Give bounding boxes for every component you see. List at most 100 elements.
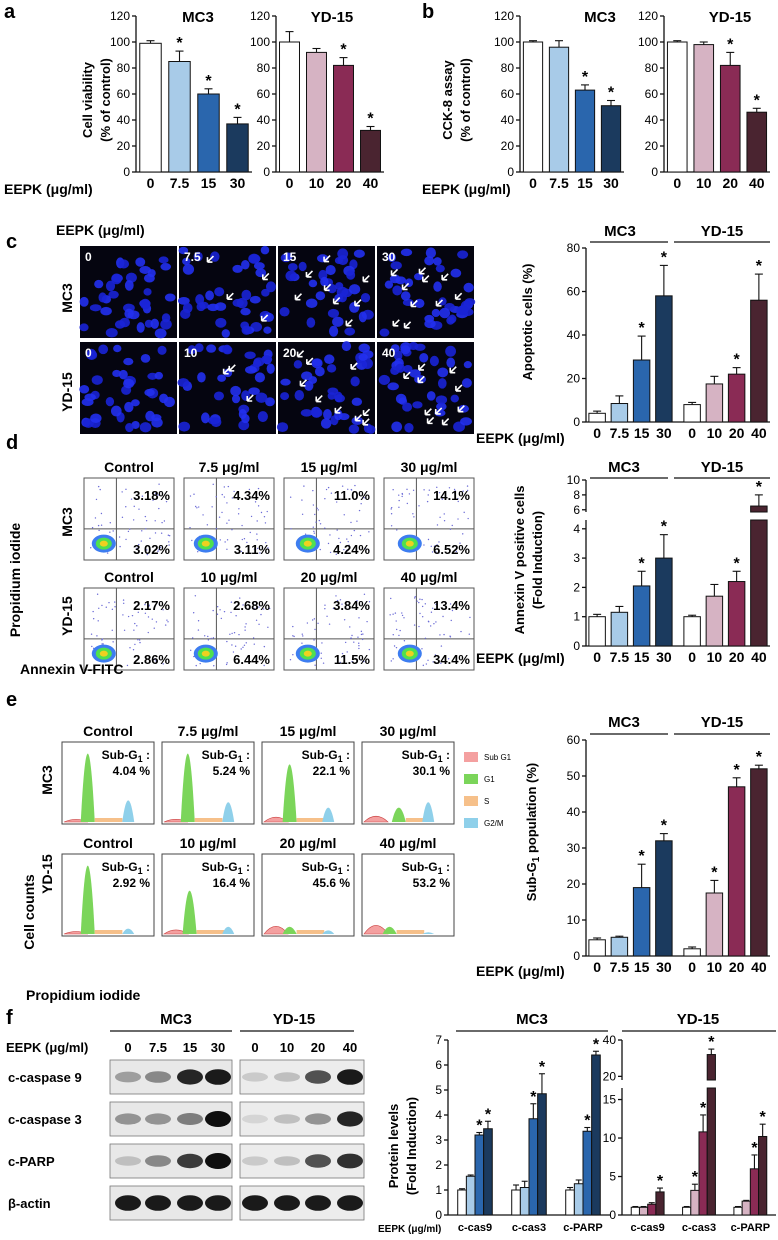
blot-band bbox=[205, 1069, 231, 1085]
upper-right-percent: 13.4% bbox=[433, 598, 470, 613]
y-tick-label: 10 bbox=[567, 473, 581, 487]
event-dot bbox=[158, 549, 160, 551]
event-dot bbox=[160, 532, 163, 534]
nucleus bbox=[387, 252, 396, 263]
event-dot bbox=[223, 486, 226, 488]
bar bbox=[565, 1189, 575, 1216]
bar bbox=[306, 51, 327, 173]
event-dot bbox=[134, 622, 136, 625]
nucleus bbox=[84, 393, 96, 402]
event-dot bbox=[243, 537, 246, 540]
g2m-peak bbox=[122, 928, 135, 934]
arrow-marker bbox=[403, 371, 411, 380]
a-eepk-label: EEPK (μg/ml) bbox=[4, 181, 93, 197]
histogram-header: 40 μg/ml bbox=[380, 835, 437, 851]
event-dot bbox=[343, 514, 345, 516]
histogram-header: 20 μg/ml bbox=[280, 835, 337, 851]
event-dot bbox=[191, 539, 193, 542]
arrow-marker bbox=[441, 418, 450, 426]
y-tick-label: 10 bbox=[603, 1131, 617, 1145]
event-dot bbox=[207, 635, 209, 638]
g1-peak bbox=[180, 753, 195, 822]
nucleus bbox=[182, 263, 195, 275]
event-dot bbox=[449, 636, 452, 638]
event-dot bbox=[242, 646, 244, 649]
nucleus bbox=[391, 421, 403, 433]
bar bbox=[683, 404, 701, 423]
significance-star: * bbox=[593, 1036, 600, 1053]
arrow-marker bbox=[410, 299, 418, 308]
nucleus bbox=[215, 317, 227, 328]
event-dot bbox=[353, 641, 355, 643]
nucleus bbox=[110, 405, 122, 417]
event-dot bbox=[292, 625, 294, 628]
bar bbox=[727, 581, 746, 647]
bar-lower-segment bbox=[750, 519, 768, 647]
nucleus bbox=[280, 378, 291, 386]
event-dot bbox=[245, 623, 247, 625]
x-tick-label: 7.5 bbox=[610, 959, 630, 975]
event-dot bbox=[339, 541, 342, 544]
dose-label: 0 bbox=[85, 346, 92, 360]
arrow-marker bbox=[334, 406, 342, 414]
nucleus bbox=[433, 257, 442, 266]
nucleus bbox=[160, 319, 172, 330]
event-dot bbox=[123, 629, 126, 631]
nucleus bbox=[346, 270, 356, 280]
event-dot bbox=[97, 620, 99, 622]
event-dot bbox=[162, 663, 164, 665]
category-label: c-cas3 bbox=[512, 1222, 546, 1234]
event-dot bbox=[258, 606, 260, 608]
nucleus bbox=[178, 421, 191, 432]
bar bbox=[600, 105, 622, 173]
bar bbox=[632, 359, 651, 423]
bar bbox=[610, 611, 629, 647]
flow-plot: 10 μg/ml 2.68% 6.44% bbox=[183, 569, 275, 671]
arrow-marker bbox=[206, 255, 215, 263]
event-dot bbox=[266, 510, 268, 513]
event-dot bbox=[364, 547, 367, 550]
bar bbox=[139, 42, 162, 173]
event-dot bbox=[95, 498, 98, 501]
event-dot bbox=[440, 662, 442, 665]
event-dot bbox=[439, 634, 441, 636]
blot-band bbox=[242, 1072, 268, 1082]
event-dot bbox=[219, 609, 221, 611]
event-dot bbox=[91, 645, 93, 648]
microscopy-image: 30 bbox=[377, 246, 476, 338]
nucleus bbox=[193, 251, 203, 262]
y-tick-label: 40 bbox=[567, 328, 581, 342]
event-dot bbox=[163, 520, 166, 522]
nucleus bbox=[344, 327, 356, 336]
nucleus bbox=[358, 353, 368, 361]
bar bbox=[698, 1131, 708, 1216]
blot-band bbox=[274, 1156, 300, 1166]
nucleus bbox=[387, 382, 399, 391]
arrow-marker bbox=[315, 394, 323, 403]
nucleus bbox=[439, 307, 451, 319]
event-dot bbox=[144, 603, 146, 606]
event-dot bbox=[459, 542, 461, 544]
lower-right-percent: 11.5% bbox=[334, 652, 371, 667]
event-dot bbox=[413, 624, 416, 626]
b-ylabel-1: CCK-8 assay bbox=[440, 59, 455, 139]
x-tick-label: 10 bbox=[309, 175, 325, 191]
bar bbox=[588, 939, 606, 957]
event-dot bbox=[125, 538, 127, 541]
nucleus bbox=[265, 397, 275, 407]
d-ylabel-2: (Fold Induction) bbox=[530, 511, 545, 609]
event-dot bbox=[422, 664, 425, 667]
event-dot bbox=[350, 488, 353, 491]
event-dot bbox=[138, 508, 140, 510]
event-dot bbox=[451, 609, 454, 612]
microscopy-image: 15 bbox=[278, 246, 375, 338]
y-tick-label: 120 bbox=[250, 9, 270, 23]
event-dot bbox=[168, 606, 170, 609]
lane-dose-label: 0 bbox=[251, 1040, 258, 1055]
event-dot bbox=[358, 617, 360, 619]
y-tick-label: 80 bbox=[117, 61, 131, 75]
event-dot bbox=[301, 513, 304, 515]
nucleus bbox=[266, 363, 275, 374]
bar bbox=[632, 887, 651, 957]
